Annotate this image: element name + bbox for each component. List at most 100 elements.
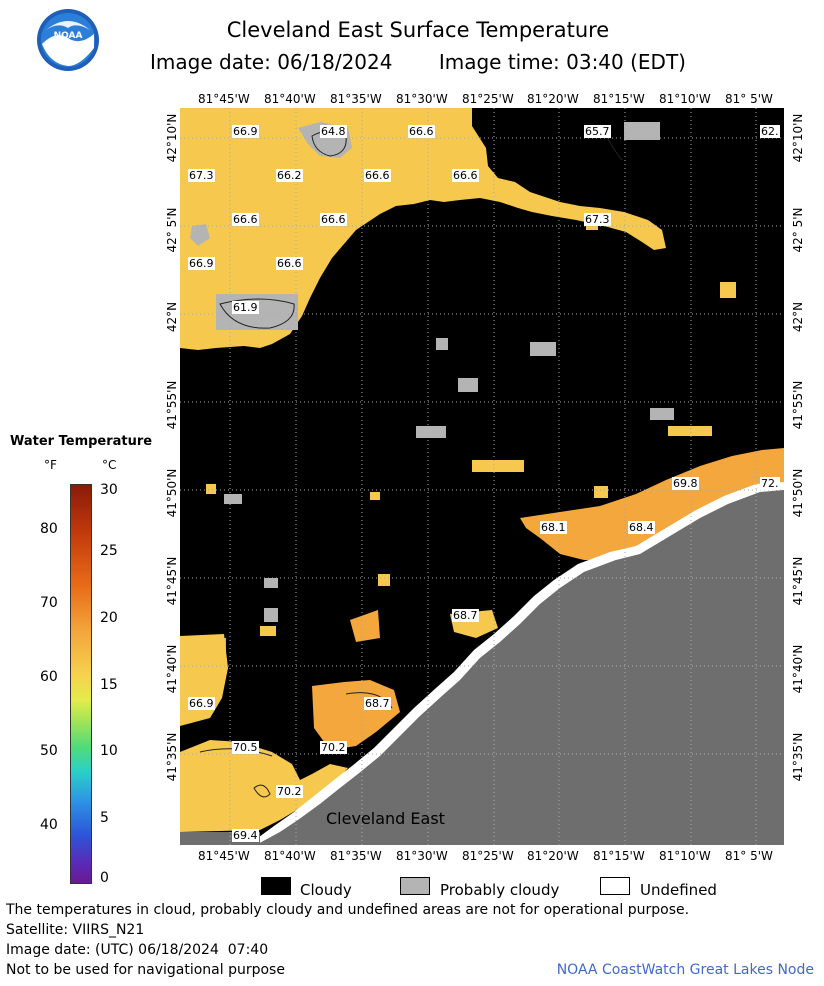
lat-label-left-5: 41°50'N (165, 468, 179, 518)
lon-label-bottom-6: 81°20'W (527, 849, 579, 863)
temperature-label: 66.9 (232, 125, 259, 138)
warm-pixel (370, 492, 380, 500)
credit: NOAA CoastWatch Great Lakes Node (556, 962, 814, 978)
c-tick-25: 25 (100, 543, 118, 559)
lat-label-right-1: 42°10'N (791, 113, 805, 163)
lat-label-right-8: 41°35'N (791, 732, 805, 782)
region-label: Cleveland East (326, 809, 445, 828)
temperature-label: 66.6 (364, 169, 391, 182)
lat-label-left-4: 41°55'N (165, 380, 179, 430)
image-date: Image date: 06/18/2024 (150, 50, 393, 74)
c-tick-0: 0 (100, 870, 109, 886)
lat-label-right-3: 42°N (791, 301, 805, 333)
unit-celsius: °C (102, 458, 117, 472)
lon-label-top-8: 81°10'W (659, 92, 711, 106)
lon-label-bottom-4: 81°30'W (396, 849, 448, 863)
lat-label-left-8: 41°35'N (165, 732, 179, 782)
lat-label-right-7: 41°40'N (791, 644, 805, 694)
temperature-label: 64.8 (320, 125, 347, 138)
disclaimer: The temperatures in cloud, probably clou… (6, 902, 690, 918)
warm-pixel (472, 460, 524, 472)
utc-date: Image date: (UTC) 06/18/2024 07:40 (6, 942, 269, 958)
probably-cloudy-patch (224, 494, 242, 504)
lat-label-left-6: 41°45'N (165, 556, 179, 606)
f-tick-70: 70 (40, 595, 58, 611)
image-date-line: Image date: 06/18/2024 Image time: 03:40… (0, 50, 824, 74)
temperature-label: 67.3 (584, 213, 611, 226)
c-tick-20: 20 (100, 610, 118, 626)
temperature-label: 66.2 (276, 169, 303, 182)
temperature-label: 69.8 (672, 477, 699, 490)
warm-pixel (668, 426, 712, 436)
temperature-label: 66.6 (320, 213, 347, 226)
c-tick-15: 15 (100, 677, 118, 693)
temperature-label: 66.9 (188, 257, 215, 270)
warm-pixel (260, 626, 276, 636)
north-warm-water (180, 108, 666, 350)
warm-pixel (206, 484, 216, 494)
lon-label-bottom-5: 81°25'W (462, 849, 514, 863)
temperature-label: 68.7 (452, 609, 479, 622)
c-tick-10: 10 (100, 743, 118, 759)
temperature-colorbar (70, 484, 92, 884)
warm-pixel (378, 574, 390, 586)
lon-label-bottom-7: 81°15'W (593, 849, 645, 863)
lon-label-bottom-2: 81°40'W (264, 849, 316, 863)
land-region (256, 490, 784, 845)
temperature-map (180, 108, 784, 845)
temperature-label: 66.6 (276, 257, 303, 270)
temperature-label: 72. (760, 477, 780, 490)
southeast-warm-water (520, 448, 784, 560)
satellite: Satellite: VIIRS_N21 (6, 922, 145, 938)
probably-cloudy-patch (624, 122, 660, 140)
probably-cloudy-patch (264, 578, 278, 588)
undefined-coast (248, 482, 784, 845)
temperature-label: 66.6 (232, 213, 259, 226)
warm-pixel (720, 282, 736, 298)
warm-pixel (594, 486, 608, 498)
lon-label-top-9: 81° 5'W (725, 92, 773, 106)
f-tick-40: 40 (40, 817, 58, 833)
temperature-label: 70.2 (320, 741, 347, 754)
unit-fahrenheit: °F (44, 458, 57, 472)
temperature-label: 66.6 (408, 125, 435, 138)
lat-label-right-4: 41°55'N (791, 380, 805, 430)
page-title: Cleveland East Surface Temperature (226, 18, 610, 42)
temperature-label: 61.9 (232, 301, 259, 314)
probably-cloudy-patch (416, 426, 446, 438)
lat-label-right-2: 42° 5'N (791, 207, 805, 253)
cloudy-swatch (261, 877, 291, 895)
lat-label-left-3: 42°N (165, 301, 179, 333)
lon-label-bottom-8: 81°10'W (659, 849, 711, 863)
navigation-warning: Not to be used for navigational purpose (6, 962, 285, 978)
lat-lon-grid (180, 108, 784, 845)
probably-cloudy-patch (458, 378, 478, 392)
probably-cloudy-label: Probably cloudy (440, 881, 560, 899)
lon-label-top-4: 81°30'W (396, 92, 448, 106)
lon-label-top-6: 81°20'W (527, 92, 579, 106)
noaa-logo: NOAA (37, 9, 99, 71)
f-tick-80: 80 (40, 521, 58, 537)
temperature-label: 70.5 (232, 741, 259, 754)
temperature-label: 68.7 (364, 697, 391, 710)
c-tick-30: 30 (100, 482, 118, 498)
probably-cloudy-patch (650, 408, 674, 420)
probably-cloudy-patch (530, 342, 556, 356)
lat-label-left-1: 42°10'N (165, 113, 179, 163)
undefined-label: Undefined (640, 881, 717, 899)
lon-label-top-2: 81°40'W (264, 92, 316, 106)
temperature-label: 68.1 (540, 521, 567, 534)
probably-cloudy-swatch (400, 877, 430, 895)
undefined-swatch (600, 877, 630, 895)
lon-label-bottom-3: 81°35'W (330, 849, 382, 863)
temperature-label: 65.7 (584, 125, 611, 138)
lon-label-top-7: 81°15'W (593, 92, 645, 106)
cloudy-label: Cloudy (300, 881, 352, 899)
c-tick-5: 5 (100, 810, 109, 826)
temperature-label: 69.4 (232, 829, 259, 842)
f-tick-50: 50 (40, 743, 58, 759)
noaa-logo-text: NOAA (54, 31, 83, 41)
temperature-label: 66.6 (452, 169, 479, 182)
temperature-label: 67.3 (188, 169, 215, 182)
temperature-label: 62. (760, 125, 780, 138)
